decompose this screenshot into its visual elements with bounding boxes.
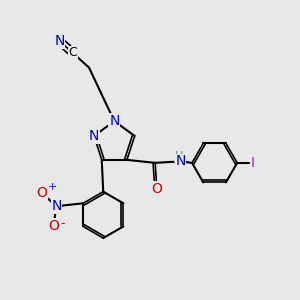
Text: N: N: [54, 34, 64, 48]
Text: N: N: [175, 154, 186, 168]
Text: -: -: [60, 217, 64, 230]
Text: H: H: [175, 151, 183, 161]
Text: +: +: [48, 182, 58, 193]
Text: C: C: [68, 46, 77, 59]
Text: N: N: [109, 114, 119, 128]
Text: O: O: [151, 182, 162, 196]
Text: N: N: [89, 129, 99, 143]
Text: I: I: [250, 156, 255, 170]
Text: O: O: [48, 219, 59, 232]
Text: N: N: [51, 199, 62, 213]
Text: O: O: [36, 186, 47, 200]
